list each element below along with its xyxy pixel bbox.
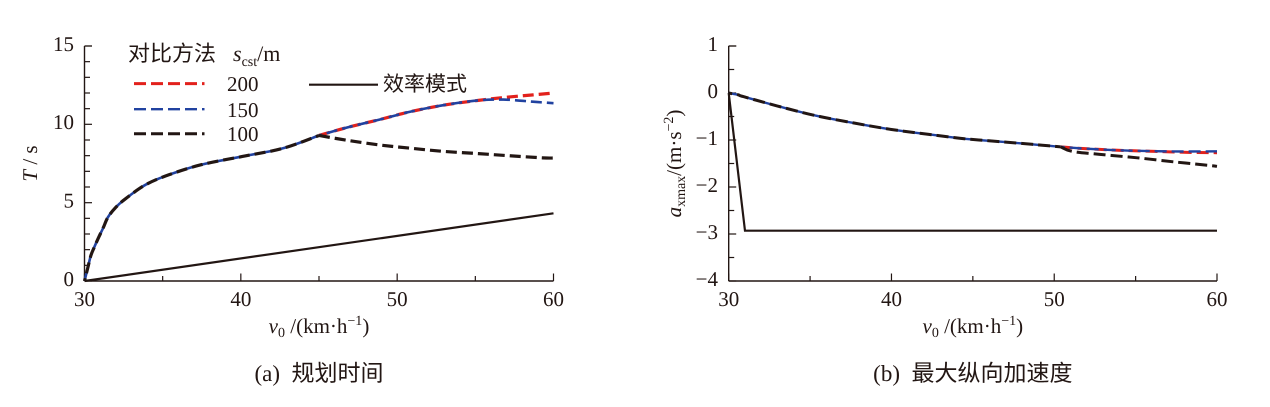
- svg-text:40: 40: [230, 287, 251, 311]
- svg-text:scst/m: scst/m: [233, 41, 280, 70]
- svg-text:1: 1: [708, 32, 719, 56]
- svg-text:v0 /(km·h−1): v0 /(km·h−1): [923, 314, 1024, 341]
- svg-text:−2: −2: [696, 173, 718, 197]
- svg-text:30: 30: [74, 287, 95, 311]
- svg-text:60: 60: [1207, 287, 1228, 311]
- svg-text:200: 200: [227, 72, 259, 96]
- svg-text:v0 /(km·h−1): v0 /(km·h−1): [269, 314, 370, 341]
- svg-text:axmax/(m·s−2): axmax/(m·s−2): [662, 110, 689, 218]
- svg-text:10: 10: [53, 110, 74, 134]
- svg-text:T / s: T / s: [18, 145, 42, 181]
- svg-text:40: 40: [881, 287, 902, 311]
- svg-text:0: 0: [708, 79, 719, 103]
- svg-text:50: 50: [1044, 287, 1065, 311]
- svg-text:−4: −4: [696, 267, 719, 291]
- svg-text:0: 0: [64, 267, 75, 291]
- svg-text:对比方法: 对比方法: [128, 41, 216, 66]
- svg-text:(b) 最大纵向加速度: (b) 最大纵向加速度: [873, 361, 1072, 386]
- svg-text:100: 100: [227, 122, 259, 146]
- svg-text:效率模式: 效率模式: [383, 72, 467, 96]
- svg-text:5: 5: [64, 189, 75, 213]
- svg-text:150: 150: [227, 98, 259, 122]
- svg-text:15: 15: [53, 32, 74, 56]
- svg-text:−3: −3: [696, 220, 718, 244]
- svg-text:−1: −1: [696, 126, 718, 150]
- svg-text:60: 60: [543, 287, 564, 311]
- svg-text:(a) 规划时间: (a) 规划时间: [254, 361, 383, 386]
- svg-text:30: 30: [718, 287, 739, 311]
- svg-text:50: 50: [387, 287, 408, 311]
